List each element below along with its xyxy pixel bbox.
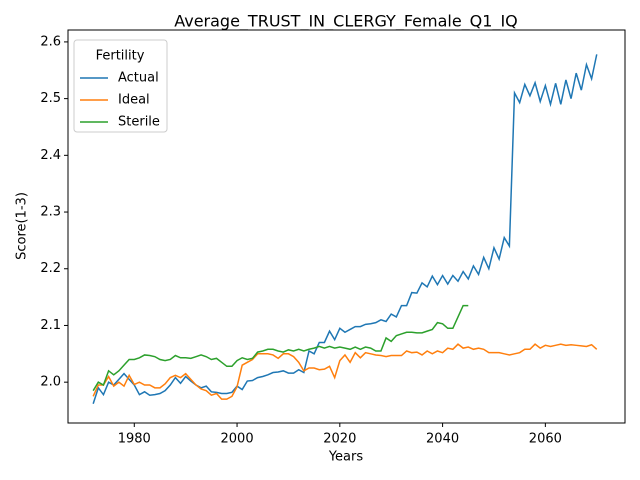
line-series: [92, 54, 598, 404]
x-tick-label: 2040: [426, 432, 459, 447]
line-series: [92, 304, 469, 392]
y-tick-label: 2.4: [40, 148, 61, 163]
chart-title: Average_TRUST_IN_CLERGY_Female_Q1_IQ: [174, 12, 518, 32]
x-tick-label: 2060: [529, 432, 562, 447]
x-tick-label: 2000: [221, 432, 254, 447]
y-tick-label: 2.6: [40, 34, 61, 49]
legend-label: Ideal: [118, 93, 150, 108]
plot-frame: [67, 29, 626, 424]
line-series: [92, 343, 598, 400]
y-tick-label: 2.0: [40, 375, 61, 390]
legend-label: Actual: [118, 71, 159, 86]
x-tick-label: 1980: [118, 432, 151, 447]
legend-box: [73, 39, 168, 133]
y-axis-label: Score(1-3): [15, 192, 30, 260]
x-axis-label: Years: [328, 450, 364, 465]
legend-title: Fertility: [96, 49, 145, 64]
y-tick-label: 2.3: [40, 205, 61, 220]
y-tick-label: 2.1: [40, 318, 61, 333]
x-tick-label: 2020: [323, 432, 356, 447]
legend-label: Sterile: [118, 115, 160, 130]
y-tick-label: 2.5: [40, 91, 61, 106]
y-tick-label: 2.2: [40, 261, 61, 276]
